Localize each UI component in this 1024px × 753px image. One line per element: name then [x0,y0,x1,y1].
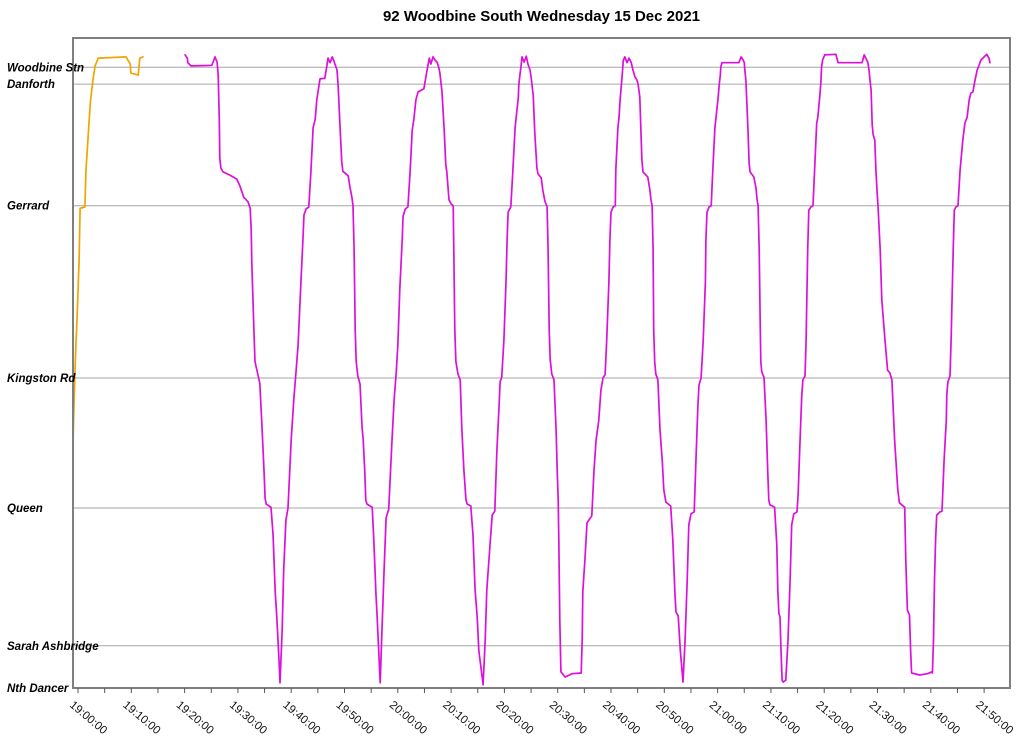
x-axis-label: 21:30:00 [867,699,909,737]
chart-title: 92 Woodbine South Wednesday 15 Dec 2021 [382,8,701,25]
x-axis-label: 19:30:00 [227,699,269,737]
x-axis-label: 21:20:00 [813,699,855,737]
x-axis-label: 19:50:00 [334,699,376,737]
x-axis-label: 21:40:00 [920,699,962,737]
series-2-magenta-line [184,53,991,686]
x-axis-ticks [77,688,985,693]
x-axis-label: 20:40:00 [600,699,642,737]
x-axis-label: 20:10:00 [440,699,482,737]
stop-label: Kingston Rd [7,373,76,385]
x-axis-label: 21:00:00 [707,699,749,737]
stop-label: Queen [7,503,43,515]
y-axis-stop-labels: Woodbine Stn Danforth Gerrard Kingston Rd Qu… [7,62,99,695]
x-axis-labels: 19:00:00 19:10:00 19:20:00 19:30:00 19:40:00… [67,699,1015,737]
stop-label: Sarah Ashbridge [7,641,99,653]
x-axis-label: 20:20:00 [493,699,535,737]
stop-label: Woodbine Stn [7,62,84,74]
x-axis-label: 19:40:00 [280,699,322,737]
x-axis-label: 19:00:00 [67,699,109,737]
stop-label: Gerrard [7,201,50,213]
series-lines [72,53,991,686]
x-axis-label: 19:20:00 [174,699,216,737]
x-axis-label: 20:50:00 [653,699,695,737]
gridlines [73,66,1010,689]
x-axis-label: 19:10:00 [120,699,162,737]
plot-border-rect [72,37,1011,689]
stop-label: Danforth [7,79,55,91]
series-1-orange-line [72,56,144,438]
x-axis-label: 20:30:00 [547,699,589,737]
plot-border [72,37,1011,689]
x-axis-label: 21:50:00 [973,699,1015,737]
x-axis-label: 20:00:00 [387,699,429,737]
x-axis-label: 21:10:00 [760,699,802,737]
stop-label: Nth Dancer [7,683,69,695]
